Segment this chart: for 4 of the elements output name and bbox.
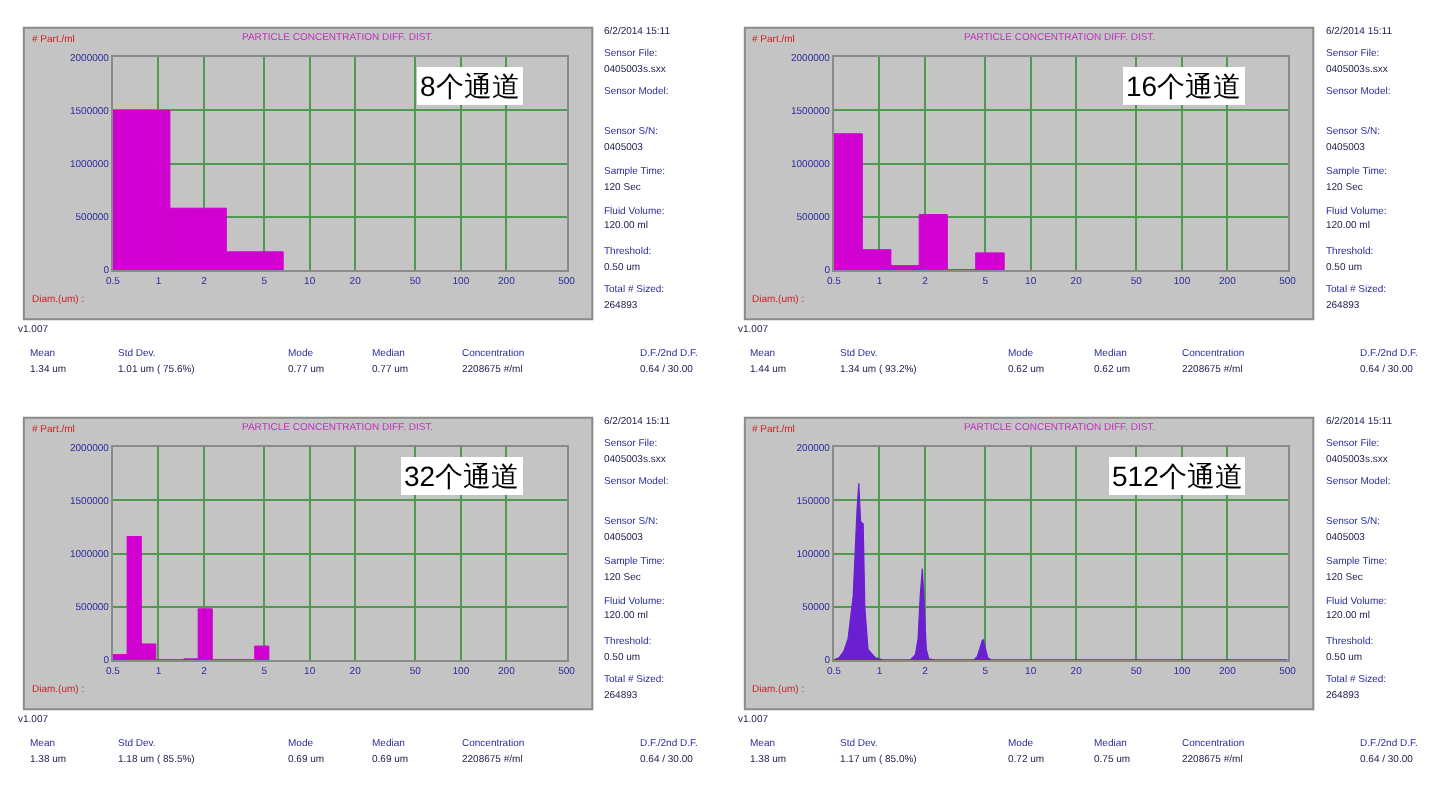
annotation: 8个通道 [420, 70, 520, 102]
annotation: 32个通道 [404, 460, 520, 492]
annotation: 512个通道 [1112, 460, 1243, 492]
annotation: 16个通道 [1126, 70, 1242, 102]
